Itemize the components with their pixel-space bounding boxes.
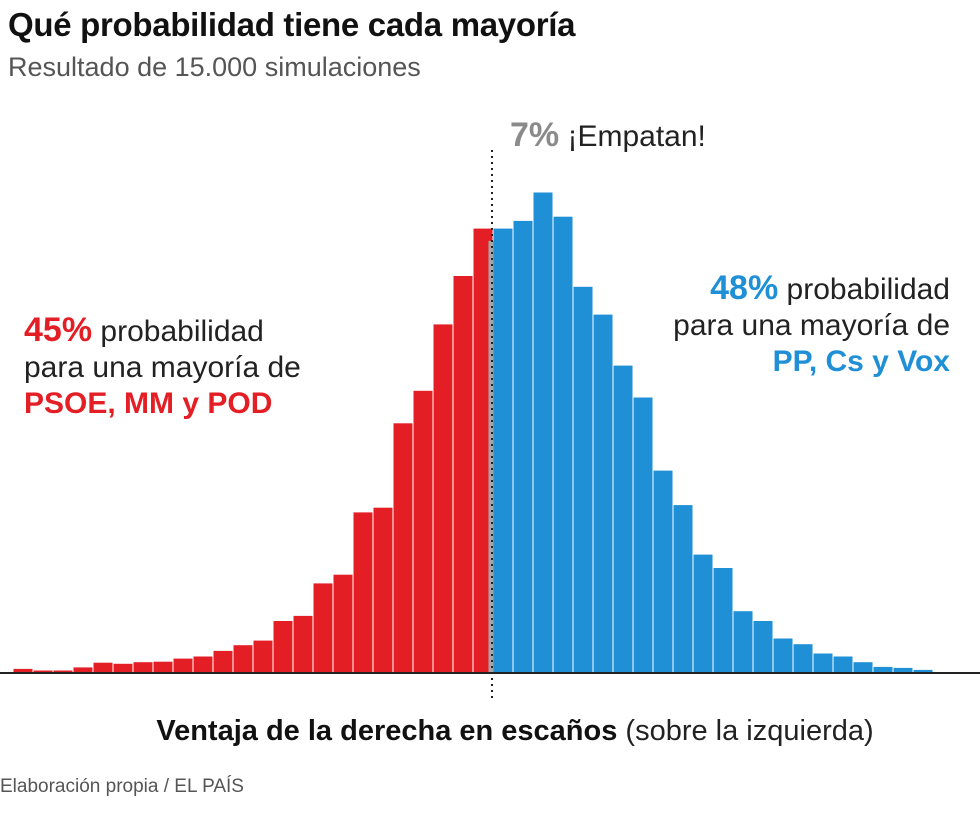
histogram-bar-left — [373, 507, 393, 672]
tie-annotation: 7% ¡Empatan! — [510, 117, 706, 155]
right-percentage: 48% — [710, 269, 779, 307]
right-line1: probabilidad — [786, 273, 950, 306]
chart-title: Qué probabilidad tiene cada mayoría — [8, 6, 576, 43]
left-percentage: 45% — [24, 311, 93, 349]
right-parties: PP, Cs y Vox — [772, 345, 950, 378]
histogram-bar-right — [533, 192, 553, 672]
left-annotation: 45% probabilidad para una mayoría de PSO… — [24, 312, 301, 422]
histogram-bar-right — [693, 554, 713, 672]
tie-percentage: 7% — [510, 116, 560, 154]
histogram-bar-right — [873, 666, 893, 672]
x-axis-title-rest: (sobre la izquierda) — [625, 715, 874, 747]
histogram-bar-left — [393, 423, 413, 672]
histogram-bar-left — [193, 656, 213, 672]
histogram-bar-right — [893, 667, 913, 672]
left-line2: para una mayoría de — [24, 351, 301, 384]
histogram-bar-right — [713, 568, 733, 672]
histogram-bar-right — [493, 228, 513, 672]
histogram-bar-left — [453, 276, 473, 672]
histogram-bar-right — [633, 397, 653, 672]
histogram-bar-left — [13, 668, 33, 672]
histogram-bar-right — [553, 216, 573, 672]
right-annotation: 48% probabilidad para una mayoría de PP,… — [673, 270, 950, 380]
left-parties: PSOE, MM y POD — [24, 387, 273, 420]
histogram-bar-right — [853, 662, 873, 672]
histogram-bar-left — [153, 661, 173, 672]
x-axis-title-bold: Ventaja de la derecha en escaños — [156, 715, 618, 747]
histogram-bar-left — [253, 640, 273, 672]
histogram-bar-left — [93, 662, 113, 672]
tie-text: ¡Empatan! — [567, 120, 706, 153]
histogram-bar-left — [433, 324, 453, 672]
histogram-bar-left — [353, 512, 373, 672]
histogram-bar-left — [73, 667, 93, 672]
histogram-bar-left — [33, 670, 53, 672]
histogram-bar-left — [233, 645, 253, 672]
right-line2: para una mayoría de — [673, 309, 950, 342]
histogram-bar-right — [753, 621, 773, 672]
histogram-bar-left — [53, 670, 73, 672]
histogram-chart: −48−36−24−12012243648 — [0, 150, 980, 698]
chart-subtitle: Resultado de 15.000 simulaciones — [8, 52, 421, 82]
histogram-bar-right — [733, 611, 753, 672]
x-axis-title: Ventaja de la derecha en escaños (sobre … — [0, 715, 980, 748]
histogram-bar-right — [813, 653, 833, 672]
left-line1: probabilidad — [100, 315, 264, 348]
histogram-bar-right — [653, 470, 673, 672]
histogram-bar-right — [513, 220, 533, 672]
histogram-bar-right — [593, 314, 613, 672]
histogram-bar-right — [573, 286, 593, 672]
source-credit: Elaboración propia / EL PAÍS — [0, 776, 244, 797]
histogram-bar-right — [673, 505, 693, 672]
histogram-bar-right — [613, 365, 633, 672]
histogram-bar-left — [313, 583, 333, 672]
histogram-bar-left — [273, 621, 293, 672]
bars-group — [13, 192, 933, 672]
histogram-bar-right — [913, 669, 933, 672]
histogram-bar-left — [213, 650, 233, 672]
histogram-bar-left — [113, 663, 133, 672]
histogram-bar-left — [173, 658, 193, 672]
histogram-bar-left — [413, 390, 433, 672]
histogram-bar-left — [333, 574, 353, 672]
histogram-bar-left — [473, 228, 493, 672]
histogram-bar-right — [773, 638, 793, 672]
histogram-bar-left — [133, 662, 153, 672]
histogram-bar-left — [293, 615, 313, 672]
histogram-bar-right — [833, 656, 853, 672]
histogram-bar-right — [793, 644, 813, 672]
